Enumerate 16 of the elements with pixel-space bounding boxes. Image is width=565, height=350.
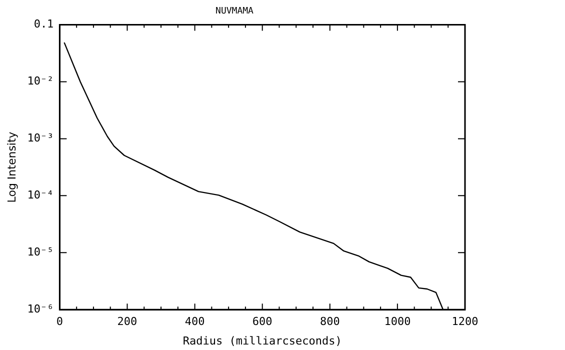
chart-title: NUVMAMA [216, 6, 254, 17]
x-tick-label: 0 [56, 315, 64, 328]
x-tick-label: 1000 [384, 315, 411, 328]
y-tick-label: 0.1 [34, 18, 54, 31]
x-tick-label: 1200 [452, 315, 478, 328]
y-axis-title: Log Intensity [5, 131, 18, 203]
x-tick-label: 400 [184, 315, 205, 328]
x-axis-title: Radius (milliarcseconds) [182, 334, 342, 348]
x-tick-label: 200 [117, 315, 138, 328]
y-tick-label: 10⁻⁴ [27, 188, 54, 202]
y-tick-label: 10⁻² [27, 74, 54, 88]
x-tick-label: 800 [320, 315, 340, 328]
y-tick-label: 10⁻⁵ [27, 246, 54, 258]
x-tick-label: 600 [252, 315, 272, 328]
y-tick-label: 10⁻⁶ [27, 302, 54, 316]
y-tick-label: 10⁻³ [27, 132, 54, 145]
